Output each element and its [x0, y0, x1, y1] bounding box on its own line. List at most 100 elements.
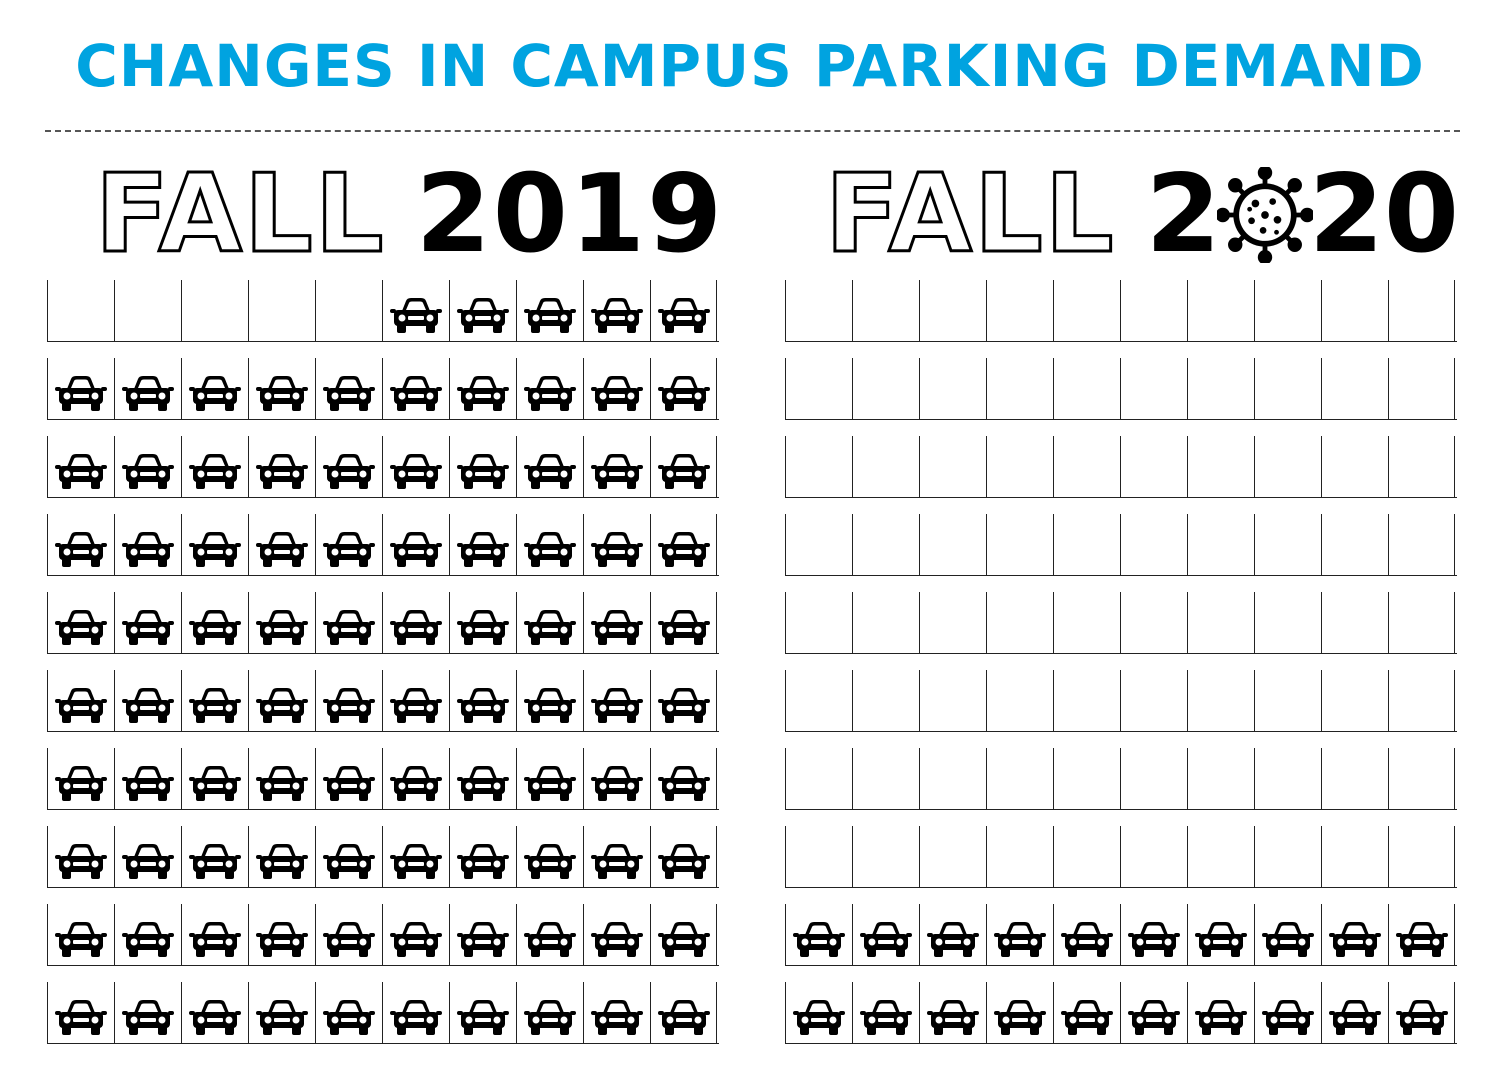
parking-space-empty: [1120, 748, 1187, 809]
car-icon: [189, 922, 241, 957]
parking-space-empty: [852, 748, 919, 809]
parking-space-occupied: [114, 748, 181, 809]
car-icon: [189, 454, 241, 489]
car-icon: [189, 1000, 241, 1035]
parking-space-occupied: [449, 280, 516, 341]
parking-space-empty: [1120, 826, 1187, 887]
car-icon: [390, 610, 442, 645]
parking-row: [47, 514, 719, 576]
parking-space-occupied: [382, 514, 449, 575]
parking-space-empty: [1321, 436, 1388, 497]
car-icon: [55, 1000, 107, 1035]
car-icon: [55, 610, 107, 645]
car-icon: [591, 298, 643, 333]
parking-space-occupied: [449, 670, 516, 731]
car-icon: [1329, 1000, 1381, 1035]
car-icon: [1195, 922, 1247, 957]
parking-space-occupied: [583, 280, 650, 341]
parking-space-occupied: [516, 748, 583, 809]
year-suffix: 20: [1308, 152, 1460, 277]
parking-space-occupied: [1254, 904, 1321, 965]
parking-space-empty: [1187, 436, 1254, 497]
parking-space-occupied: [248, 826, 315, 887]
parking-space-occupied: [382, 982, 449, 1043]
parking-space-occupied: [181, 592, 248, 653]
car-icon: [457, 532, 509, 567]
parking-space-empty: [986, 826, 1053, 887]
parking-space-occupied: [47, 670, 114, 731]
parking-space-empty: [986, 592, 1053, 653]
parking-space-occupied: [114, 982, 181, 1043]
parking-space-empty: [919, 592, 986, 653]
car-icon: [793, 1000, 845, 1035]
parking-space-occupied: [47, 904, 114, 965]
parking-space-occupied: [382, 670, 449, 731]
car-icon: [55, 454, 107, 489]
car-icon: [457, 298, 509, 333]
parking-space-empty: [1053, 436, 1120, 497]
parking-space-occupied: [449, 358, 516, 419]
parking-space-occupied: [516, 514, 583, 575]
parking-row: [47, 358, 719, 420]
car-icon: [189, 532, 241, 567]
car-icon: [927, 922, 979, 957]
parking-space-empty: [1187, 670, 1254, 731]
parking-space-empty: [852, 436, 919, 497]
parking-space-occupied: [583, 514, 650, 575]
parking-space-empty: [852, 826, 919, 887]
parking-space-empty: [1120, 436, 1187, 497]
parking-space-empty: [1321, 280, 1388, 341]
car-icon: [256, 532, 308, 567]
parking-space-empty: [1388, 436, 1455, 497]
parking-space-empty: [1321, 358, 1388, 419]
parking-space-occupied: [919, 982, 986, 1043]
car-icon: [323, 844, 375, 879]
parking-space-occupied: [315, 358, 382, 419]
parking-space-occupied: [650, 358, 717, 419]
parking-space-occupied: [650, 748, 717, 809]
parking-space-empty: [1053, 280, 1120, 341]
parking-space-empty: [1187, 358, 1254, 419]
parking-space-occupied: [248, 748, 315, 809]
parking-space-empty: [1254, 826, 1321, 887]
car-icon: [390, 454, 442, 489]
parking-space-occupied: [583, 826, 650, 887]
parking-space-occupied: [382, 358, 449, 419]
parking-space-occupied: [114, 436, 181, 497]
parking-space-occupied: [248, 982, 315, 1043]
parking-space-empty: [919, 436, 986, 497]
car-icon: [55, 688, 107, 723]
heading-fall-2020: FALL 2 20: [824, 152, 1460, 277]
parking-space-occupied: [1321, 904, 1388, 965]
car-icon: [524, 298, 576, 333]
parking-space-occupied: [516, 982, 583, 1043]
car-icon: [524, 1000, 576, 1035]
parking-space-occupied: [248, 514, 315, 575]
parking-space-occupied: [382, 826, 449, 887]
parking-space-occupied: [114, 358, 181, 419]
car-icon: [122, 532, 174, 567]
car-icon: [927, 1000, 979, 1035]
parking-space-occupied: [852, 904, 919, 965]
parking-space-occupied: [248, 592, 315, 653]
parking-space-empty: [1388, 280, 1455, 341]
car-icon: [323, 922, 375, 957]
parking-row: [47, 280, 719, 342]
parking-space-empty: [114, 280, 181, 341]
parking-space-occupied: [114, 670, 181, 731]
parking-space-occupied: [785, 982, 852, 1043]
parking-space-empty: [785, 280, 852, 341]
parking-space-occupied: [650, 514, 717, 575]
parking-space-occupied: [516, 280, 583, 341]
car-icon: [256, 376, 308, 411]
parking-space-occupied: [248, 670, 315, 731]
year-label: 2019: [415, 152, 725, 277]
car-icon: [122, 922, 174, 957]
car-icon: [860, 922, 912, 957]
car-icon: [591, 844, 643, 879]
parking-row: [47, 904, 719, 966]
car-icon: [323, 610, 375, 645]
parking-space-occupied: [449, 982, 516, 1043]
parking-row: [785, 280, 1457, 342]
car-icon: [657, 298, 710, 333]
